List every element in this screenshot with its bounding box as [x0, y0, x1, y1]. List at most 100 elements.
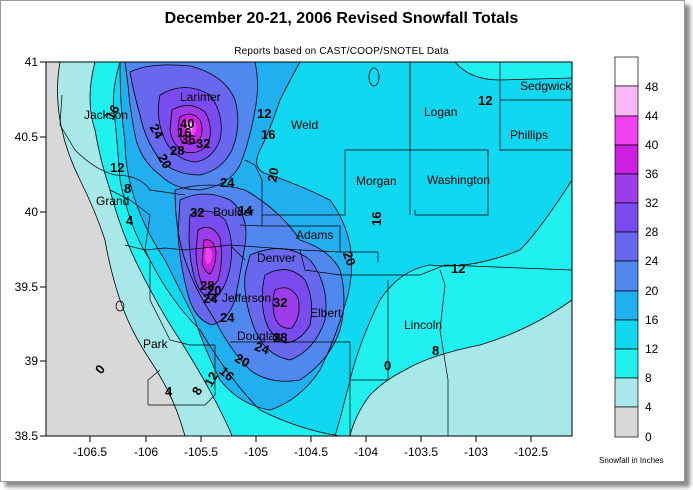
x-tick-label: -104 — [354, 445, 378, 459]
y-axis: 41 40.5 40 39.5 39 38.5 — [15, 55, 46, 443]
contour-label: 4 — [126, 213, 134, 228]
legend-swatch-16-20 — [614, 290, 639, 321]
county-labels: Jackson Larimer Weld Logan Sedgwick Phil… — [84, 79, 572, 351]
x-tick-label: -105.5 — [184, 445, 218, 459]
county-label-morgan: Morgan — [356, 174, 397, 188]
x-tick-label: -103.5 — [404, 445, 438, 459]
legend-swatch-40-44 — [614, 115, 639, 146]
contour-label: 20 — [207, 283, 221, 298]
contour-label: 12 — [478, 93, 492, 108]
y-tick-label: 38.5 — [15, 429, 39, 443]
legend-label: 36 — [645, 167, 659, 181]
legend-label: 4 — [645, 400, 652, 414]
contour-label: 0 — [384, 358, 391, 373]
y-tick-label: 40 — [25, 205, 39, 219]
contour-label: 14 — [238, 203, 253, 218]
legend-label: 48 — [645, 80, 659, 94]
legend-swatch-28-32 — [614, 202, 639, 233]
legend-units-label: Snowfall in Inches — [599, 456, 664, 465]
color-legend: 48 44 40 36 32 28 24 20 16 12 8 4 0 — [614, 56, 659, 444]
county-label-sedgwick: Sedgwick — [520, 79, 572, 93]
county-label-washington: Washington — [427, 173, 490, 187]
contour-label: 40 — [180, 116, 194, 131]
x-tick-label: -105 — [244, 445, 268, 459]
contour-lines — [57, 62, 572, 436]
x-tick-label: -106 — [134, 445, 158, 459]
band-32-36-elbert — [273, 287, 300, 329]
contour-bands — [46, 62, 572, 436]
county-label-adams: Adams — [296, 228, 333, 242]
contour-label: 12 — [201, 369, 221, 389]
county-boundaries — [59, 62, 572, 436]
county-label-lincoln: Lincoln — [404, 318, 442, 332]
contour-label: 8 — [432, 343, 439, 358]
contour-label: 28 — [200, 278, 214, 293]
legend-label: 16 — [645, 313, 659, 327]
contour-label: 24 — [253, 339, 272, 358]
county-label-grand: Grand — [96, 194, 129, 208]
county-label-weld: Weld — [291, 118, 318, 132]
contour-label: 28 — [273, 330, 287, 345]
contour-label: 16 — [102, 102, 122, 122]
county-label-jackson: Jackson — [84, 108, 128, 122]
map-title: December 20-21, 2006 Revised Snowfall To… — [164, 10, 519, 27]
contour-label: 16 — [369, 212, 384, 226]
county-label-denver: Denver — [257, 251, 296, 265]
contour-label: 4 — [165, 384, 173, 399]
county-label-douglas: Douglas — [237, 329, 281, 343]
legend-swatch-44-48 — [614, 85, 639, 117]
y-tick-label: 41 — [25, 55, 39, 69]
legend-label: 40 — [645, 138, 659, 152]
county-label-larimer: Larimer — [180, 90, 221, 104]
contour-label: 24 — [220, 310, 235, 325]
legend-label: 20 — [645, 284, 659, 298]
map-subtitle: Reports based on CAST/COOP/SNOTEL Data — [234, 46, 449, 57]
legend-label: 32 — [645, 196, 659, 210]
legend-swatch-32-36 — [614, 173, 639, 204]
contour-label: 16 — [177, 125, 191, 140]
county-label-jefferson: Jefferson — [222, 291, 271, 305]
contour-label: 12 — [257, 106, 271, 121]
x-axis: -106.5 -106 -105.5 -105 -104.5 -104 -103… — [73, 436, 548, 459]
legend-label: 28 — [645, 225, 659, 239]
contour-label: 20 — [340, 249, 359, 268]
contour-label: 20 — [155, 151, 175, 171]
band-4-8-east — [350, 300, 572, 436]
y-tick-label: 39.5 — [15, 280, 39, 294]
legend-label: 8 — [645, 371, 652, 385]
legend-swatch-24-28 — [614, 231, 639, 262]
y-tick-label: 40.5 — [15, 130, 39, 144]
band-44-48-north — [186, 122, 193, 131]
contour-label: 24 — [203, 291, 218, 306]
x-tick-label: -102.5 — [514, 445, 548, 459]
legend-swatch-36-40 — [614, 144, 639, 175]
band-40-44-boulder — [205, 247, 212, 264]
legend-swatch-12-16 — [614, 319, 639, 350]
legend-swatch-20-24 — [614, 260, 639, 292]
contour-label: 16 — [261, 127, 275, 142]
contour-label: 28 — [170, 143, 184, 158]
legend-label: 24 — [645, 254, 659, 268]
legend-label: 12 — [645, 342, 659, 356]
x-tick-label: -104.5 — [294, 445, 328, 459]
contour-label: 12 — [451, 261, 465, 276]
contour-label: 36 — [181, 132, 195, 147]
contour-label: 32 — [190, 205, 204, 220]
band-8-12-northeast — [455, 62, 572, 80]
county-label-boulder: Boulder — [213, 205, 254, 219]
legend-swatch-0-4 — [614, 406, 639, 438]
legend-swatch-8-12 — [614, 348, 639, 379]
county-label-logan: Logan — [424, 105, 457, 119]
contour-label: 32 — [196, 136, 210, 151]
contour-value-labels: 40 36 32 28 24 20 16 12 8 4 12 16 20 24 … — [92, 93, 493, 399]
band-0-4-west — [46, 62, 185, 436]
contour-label: 20 — [232, 350, 252, 370]
plot-border — [45, 61, 573, 437]
legend-label: 44 — [645, 109, 659, 123]
y-tick-label: 39 — [25, 354, 39, 368]
legend-swatch-48-plus — [614, 56, 639, 87]
county-label-phillips: Phillips — [510, 128, 548, 142]
legend-label: 0 — [645, 430, 652, 444]
contour-label: 24 — [220, 175, 235, 190]
